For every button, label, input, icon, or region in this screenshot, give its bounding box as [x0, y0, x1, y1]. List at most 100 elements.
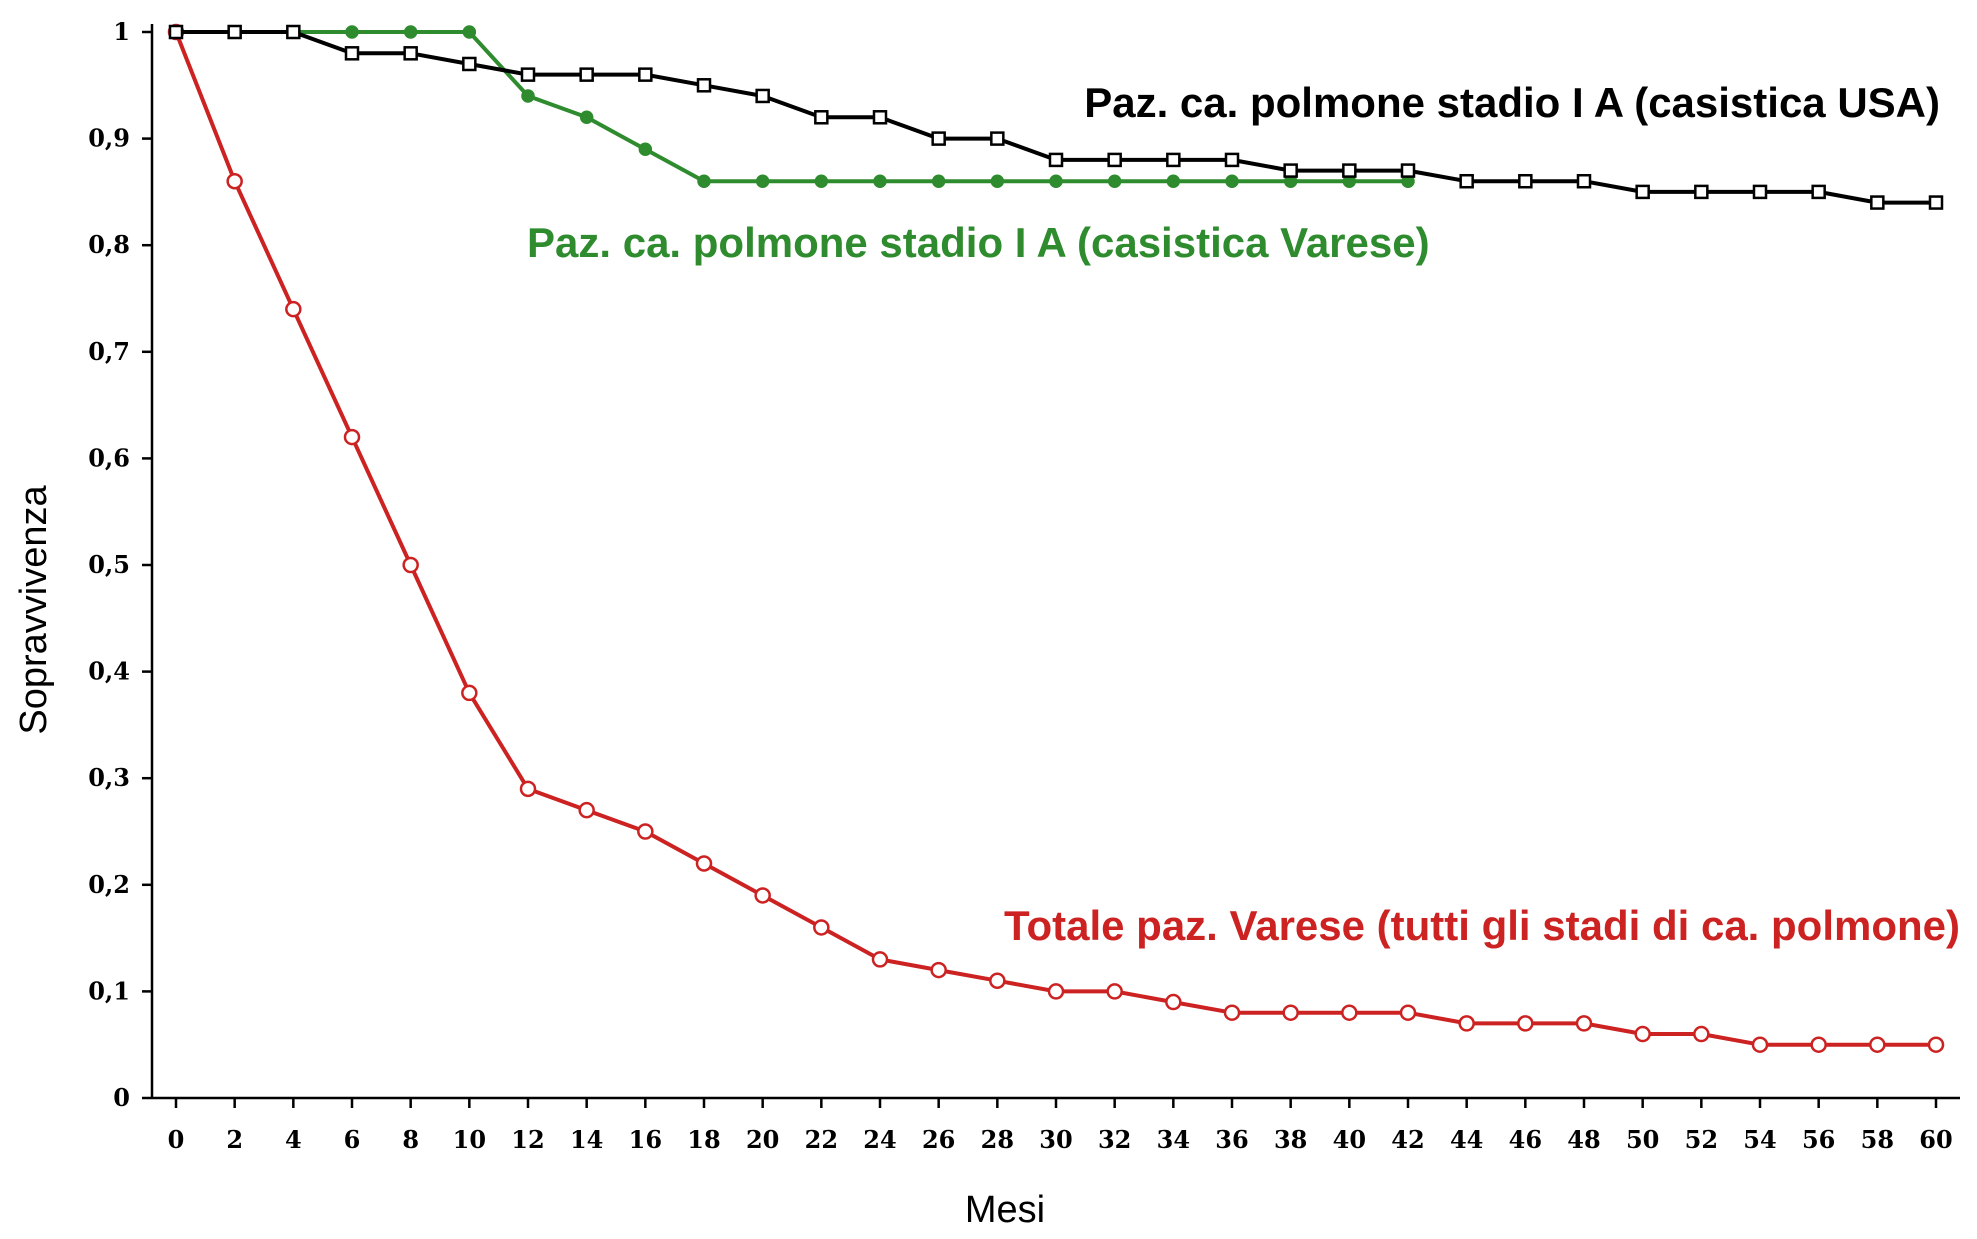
- data-point: [1576, 173, 1592, 189]
- x-tick-label: 52: [1685, 1125, 1718, 1154]
- x-tick-label: 8: [402, 1125, 419, 1154]
- y-tick-label: 0,2: [88, 870, 130, 899]
- x-tick-label: 56: [1802, 1125, 1835, 1154]
- data-point: [695, 855, 713, 872]
- data-point: [1049, 174, 1063, 188]
- data-point: [637, 823, 654, 840]
- y-tick-label: 0,6: [88, 443, 130, 472]
- data-point: [696, 78, 712, 93]
- labels-layer: Sopravvivenza Mesi Paz. ca. polmone stad…: [13, 79, 1960, 1231]
- y-axis-title: Sopravvivenza: [13, 485, 55, 735]
- x-tick-label: 34: [1157, 1125, 1190, 1154]
- data-point: [1751, 1036, 1769, 1053]
- data-point: [403, 46, 418, 61]
- data-point: [873, 174, 887, 188]
- data-point: [579, 67, 594, 82]
- data-point: [1693, 1025, 1710, 1043]
- x-tick-label: 30: [1039, 1125, 1072, 1154]
- data-point: [1224, 152, 1240, 168]
- y-tick-label: 1: [113, 17, 130, 46]
- x-tick-label: 42: [1391, 1125, 1424, 1154]
- data-point: [1518, 173, 1533, 189]
- data-point: [226, 172, 243, 190]
- data-point: [344, 46, 360, 61]
- x-tick-label: 44: [1450, 1125, 1483, 1154]
- data-point: [814, 174, 829, 188]
- data-point: [1634, 1025, 1651, 1043]
- data-point: [1342, 163, 1357, 178]
- x-tick-label: 48: [1567, 1125, 1600, 1154]
- data-point: [1282, 1004, 1299, 1021]
- data-point: [989, 972, 1006, 989]
- series-0: [168, 24, 1944, 210]
- data-point: [814, 110, 829, 125]
- data-point: [1106, 983, 1123, 1000]
- data-point: [1166, 174, 1181, 188]
- x-tick-label: 12: [511, 1125, 544, 1154]
- series-2: [167, 23, 1945, 1053]
- data-point: [462, 56, 477, 72]
- x-tick-label: 4: [285, 1125, 302, 1154]
- data-point: [697, 174, 711, 188]
- data-point: [345, 25, 359, 39]
- data-point: [1341, 1004, 1358, 1021]
- data-point: [872, 110, 888, 125]
- y-tick-label: 0,9: [88, 124, 130, 153]
- data-point: [931, 174, 946, 188]
- y-tick-label: 0: [113, 1083, 130, 1112]
- y-tick-label: 0,8: [88, 230, 130, 259]
- data-point: [638, 142, 653, 157]
- data-point: [519, 780, 537, 798]
- x-tick-label: 38: [1274, 1125, 1307, 1154]
- data-point: [461, 684, 478, 702]
- data-point: [521, 89, 535, 103]
- y-tick-label: 0,4: [88, 657, 130, 686]
- x-tick-label: 28: [981, 1125, 1014, 1154]
- data-point: [1870, 195, 1885, 210]
- data-point: [286, 24, 301, 40]
- data-point: [343, 428, 361, 446]
- data-point: [638, 67, 653, 82]
- data-point: [1927, 1036, 1945, 1053]
- x-tick-label: 20: [746, 1125, 779, 1154]
- x-tick-label: 0: [168, 1125, 185, 1154]
- x-tick-label: 18: [687, 1125, 720, 1154]
- data-point: [871, 951, 889, 968]
- x-tick-label: 24: [863, 1125, 896, 1154]
- data-point: [462, 25, 477, 39]
- x-tick-label: 60: [1919, 1125, 1952, 1154]
- data-point: [1575, 1015, 1593, 1032]
- data-point: [520, 67, 536, 82]
- series-label-varese-total: Totale paz. Varese (tutti gli stadi di c…: [1004, 902, 1960, 949]
- data-point: [1283, 163, 1298, 178]
- data-point: [578, 801, 595, 819]
- data-point: [1458, 1015, 1475, 1032]
- y-tick-label: 0,7: [88, 337, 130, 366]
- data-point: [755, 174, 770, 188]
- data-point: [990, 131, 1005, 146]
- x-tick-label: 14: [570, 1125, 603, 1154]
- data-point: [813, 919, 830, 936]
- data-point: [1811, 184, 1826, 200]
- x-tick-label: 10: [453, 1125, 486, 1154]
- series-layer: [167, 23, 1945, 1053]
- data-point: [1459, 173, 1474, 189]
- x-tick-label: 2: [226, 1125, 243, 1154]
- data-point: [1694, 184, 1709, 200]
- data-point: [1107, 174, 1122, 188]
- x-tick-label: 46: [1509, 1125, 1542, 1154]
- data-point: [1400, 163, 1416, 178]
- data-point: [1048, 152, 1064, 168]
- data-point: [403, 25, 418, 39]
- data-point: [227, 24, 242, 40]
- data-point: [1928, 195, 1944, 210]
- data-point: [1165, 993, 1182, 1011]
- data-point: [579, 110, 594, 125]
- y-tick-label: 0,1: [88, 976, 130, 1005]
- y-tick-label: 0,3: [88, 763, 130, 792]
- x-tick-label: 22: [805, 1125, 838, 1154]
- data-point: [1047, 983, 1065, 1000]
- series-line: [176, 30, 1408, 184]
